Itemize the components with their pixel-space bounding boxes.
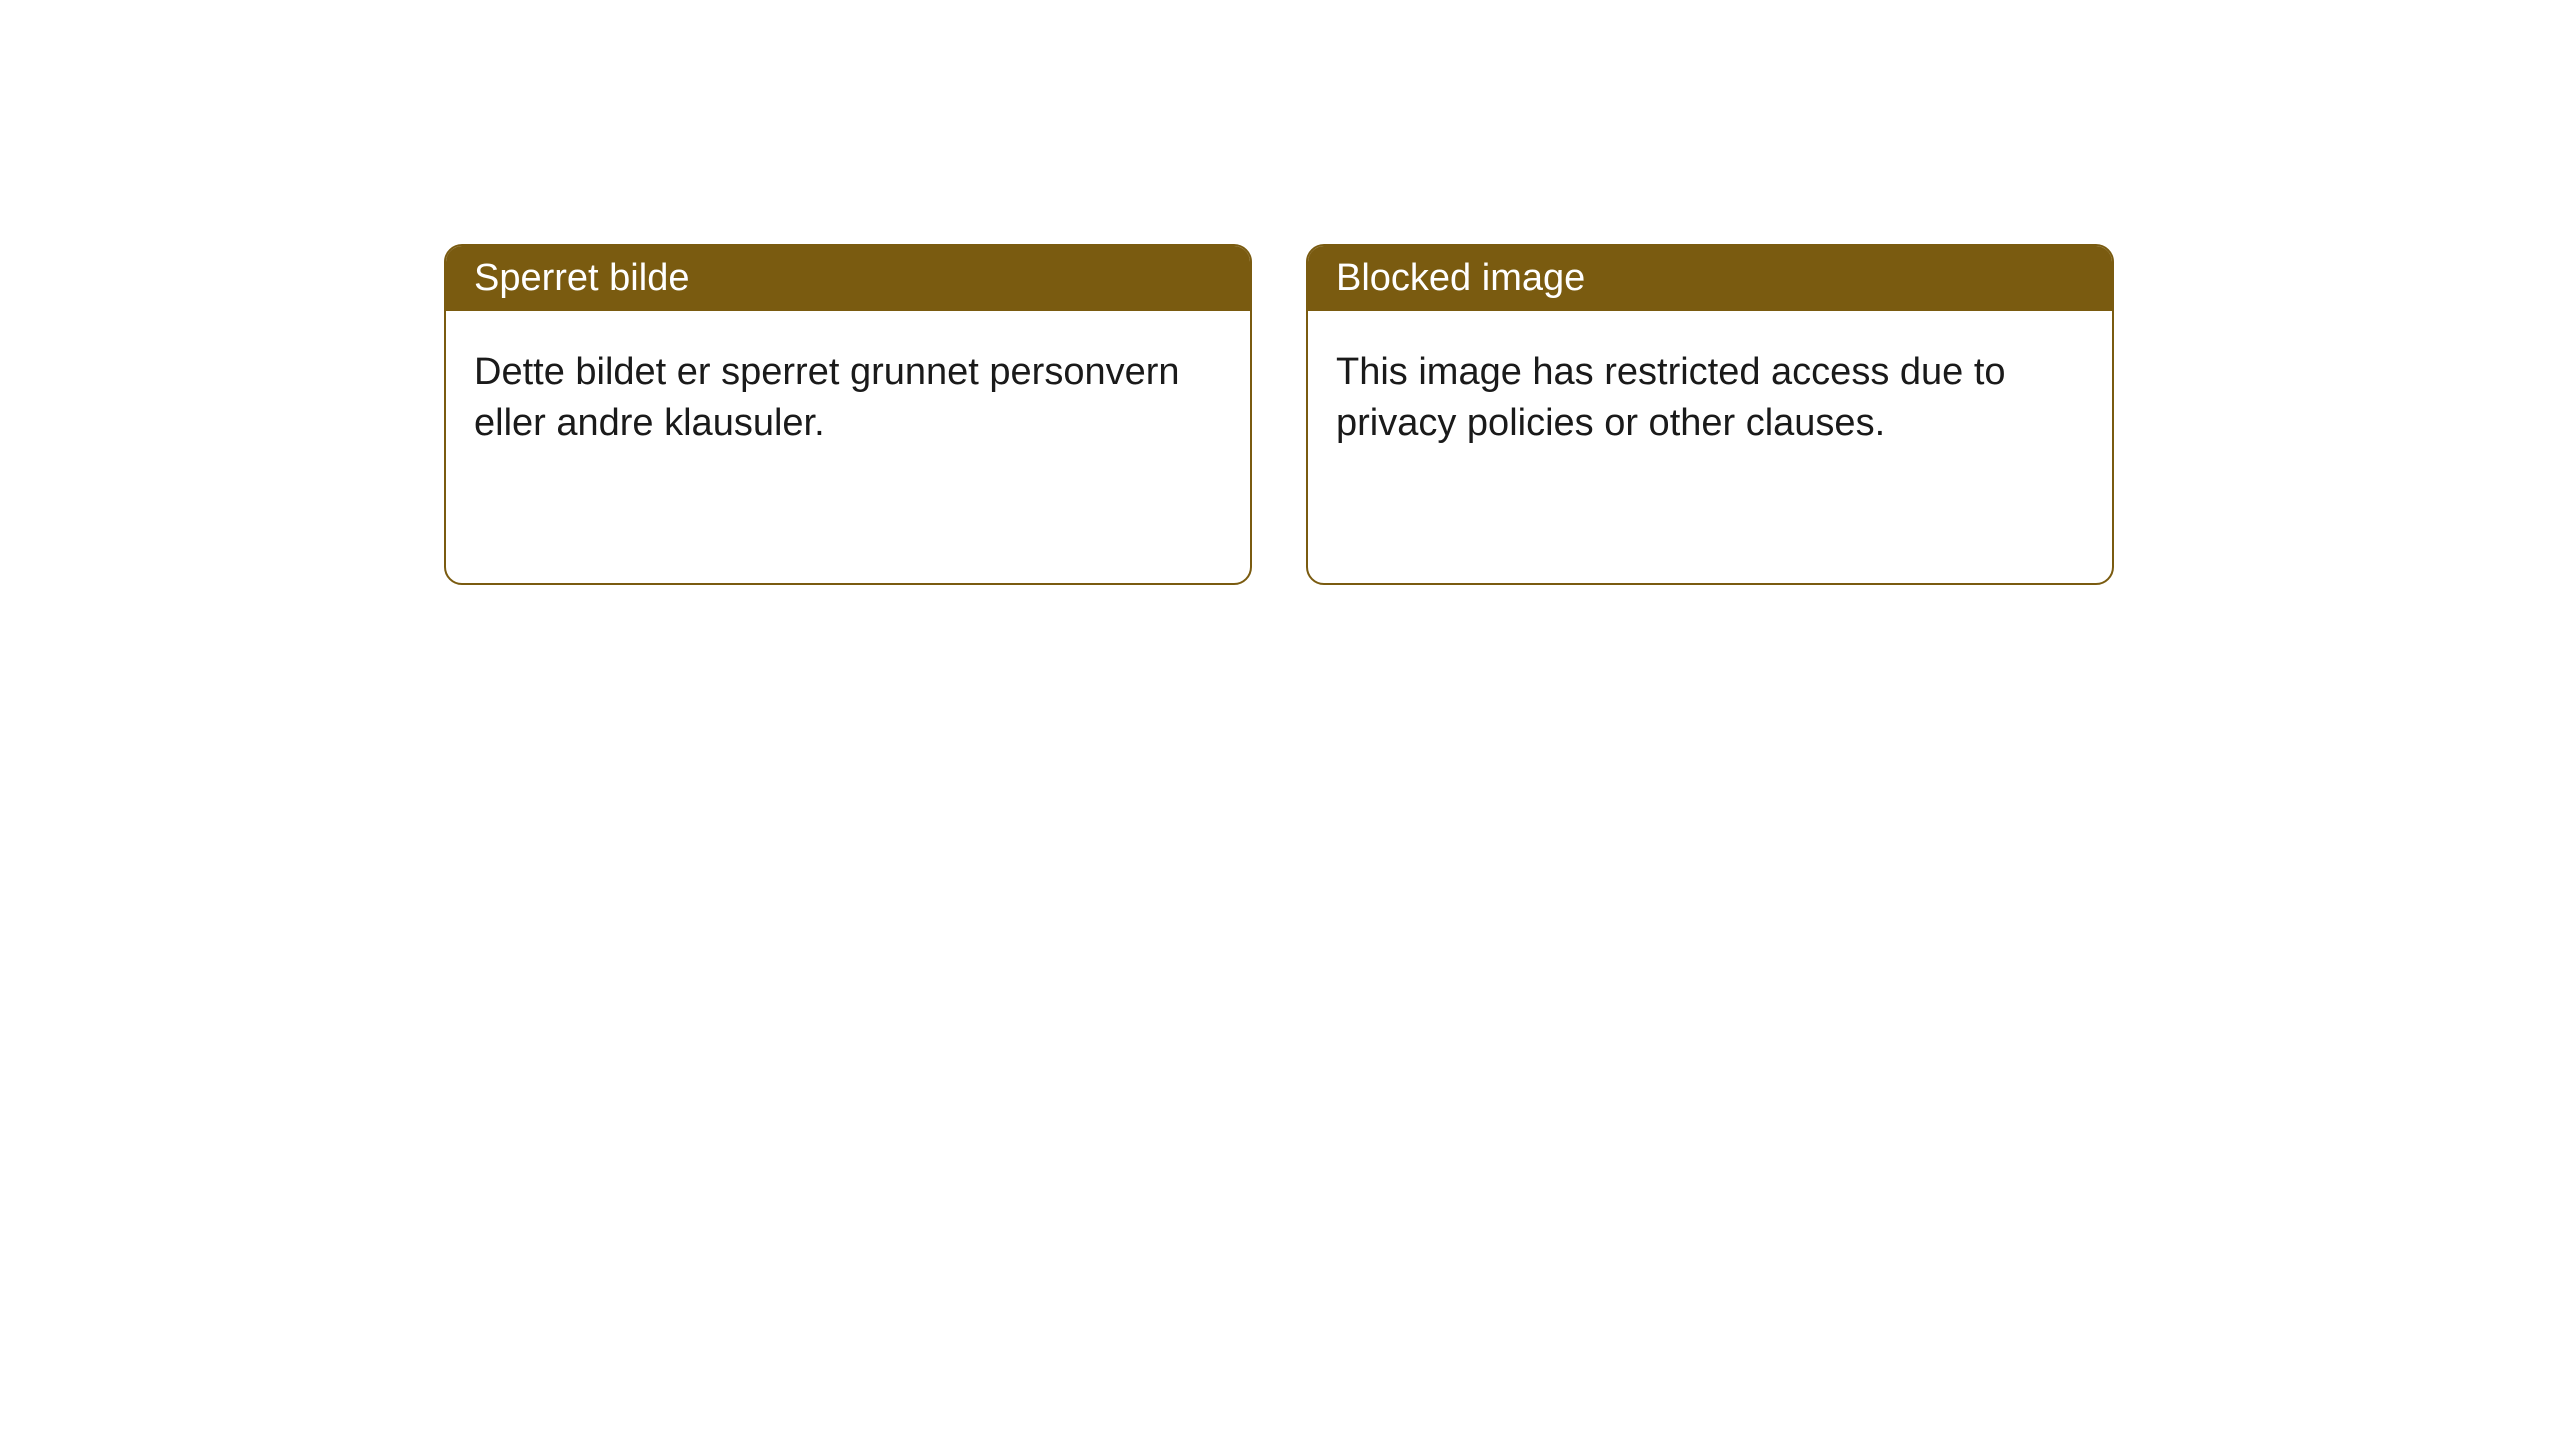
card-header: Sperret bilde (446, 246, 1250, 311)
card-title: Blocked image (1336, 257, 1585, 299)
blocked-image-card-english: Blocked image This image has restricted … (1306, 244, 2114, 585)
card-title: Sperret bilde (474, 257, 689, 299)
card-message: Dette bildet er sperret grunnet personve… (474, 351, 1180, 444)
card-body: This image has restricted access due to … (1308, 311, 2112, 583)
card-body: Dette bildet er sperret grunnet personve… (446, 311, 1250, 583)
notice-cards-container: Sperret bilde Dette bildet er sperret gr… (0, 0, 2560, 585)
blocked-image-card-norwegian: Sperret bilde Dette bildet er sperret gr… (444, 244, 1252, 585)
card-header: Blocked image (1308, 246, 2112, 311)
card-message: This image has restricted access due to … (1336, 351, 2006, 444)
